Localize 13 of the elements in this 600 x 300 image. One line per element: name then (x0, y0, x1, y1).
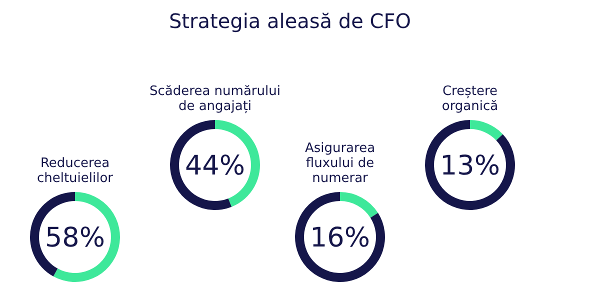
donut-slice (425, 120, 515, 210)
chart-title: Asigurarea fluxului de numerar (304, 141, 376, 186)
donut-slice (295, 192, 385, 282)
donut-slice (470, 120, 503, 140)
text: 44% (184, 150, 246, 182)
text: 16% (310, 222, 370, 254)
text: 58% (44, 222, 106, 254)
chart-title: Scăderea numărului de angajați (150, 84, 280, 114)
chart-title: Creștere organică (442, 84, 498, 114)
text: 13% (440, 150, 500, 182)
donut-slice (340, 192, 378, 218)
chart-title: Reducerea cheltuielilor (36, 156, 114, 186)
text: Strategia aleasă de CFO (168, 9, 412, 33)
